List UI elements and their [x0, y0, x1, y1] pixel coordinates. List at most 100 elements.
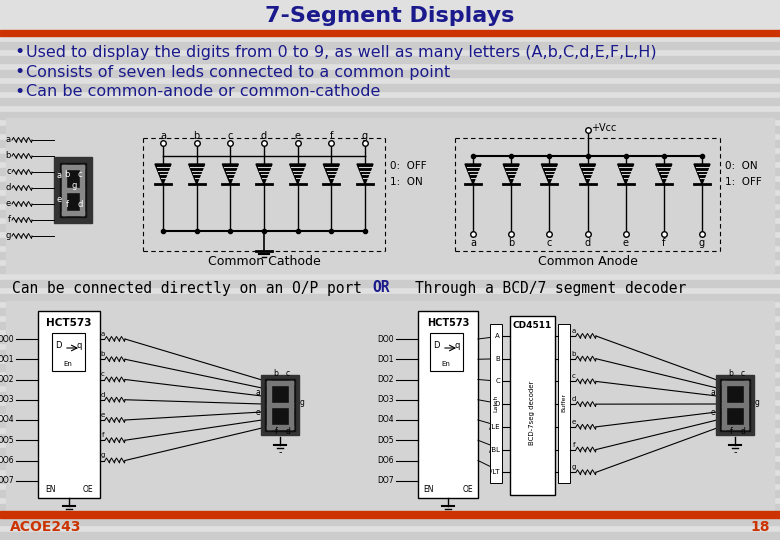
Bar [722, 403, 748, 407]
Text: 7-Segment Displays: 7-Segment Displays [265, 6, 515, 26]
Bar [0, 406, 780, 413]
Bar [0, 364, 780, 371]
Bar [0, 378, 780, 385]
Polygon shape [503, 164, 519, 184]
Bar [0, 490, 780, 497]
Polygon shape [465, 164, 481, 184]
Bar [267, 381, 271, 404]
Bar [267, 406, 271, 429]
Text: f: f [275, 427, 278, 436]
Text: -: - [67, 508, 71, 518]
Text: q: q [454, 341, 459, 350]
Bar [722, 381, 748, 385]
Text: g: g [71, 181, 76, 190]
Polygon shape [222, 164, 239, 184]
Polygon shape [289, 164, 306, 184]
Text: -: - [733, 447, 737, 457]
Bar [0, 266, 780, 273]
Text: DO7: DO7 [378, 476, 394, 485]
Text: B: B [495, 356, 500, 362]
Text: d: d [584, 238, 590, 248]
Bar [0, 140, 780, 147]
Text: a: a [56, 171, 62, 180]
Bar [62, 165, 66, 189]
Text: DO1: DO1 [378, 355, 394, 364]
Text: b: b [64, 170, 69, 179]
Text: g: g [572, 464, 576, 470]
Polygon shape [656, 164, 672, 184]
Text: f: f [66, 200, 69, 209]
Bar [716, 375, 754, 435]
Bar [0, 182, 780, 189]
Text: D: D [55, 341, 62, 350]
Text: g: g [699, 238, 705, 248]
Bar [0, 434, 780, 441]
Bar [62, 191, 66, 215]
Text: c: c [6, 167, 11, 177]
Polygon shape [324, 164, 339, 184]
Bar [0, 30, 780, 36]
Text: g: g [5, 232, 11, 240]
Text: e: e [295, 131, 300, 141]
Bar [0, 0, 780, 7]
Text: DO5: DO5 [378, 436, 394, 445]
Text: DO1: DO1 [0, 355, 14, 364]
Text: a: a [711, 388, 715, 397]
Text: DO3: DO3 [0, 395, 14, 404]
Text: /BL: /BL [489, 447, 500, 453]
Bar [0, 350, 780, 357]
Bar [0, 56, 780, 63]
Bar [261, 375, 299, 435]
Bar [558, 324, 570, 483]
Text: b: b [508, 238, 514, 248]
Text: c: c [572, 374, 576, 380]
Polygon shape [155, 164, 171, 184]
Bar [289, 381, 293, 404]
Bar [0, 28, 780, 35]
Text: Common Anode: Common Anode [537, 255, 637, 268]
Text: DO2: DO2 [0, 375, 14, 384]
Bar [0, 154, 780, 161]
Text: EN: EN [423, 485, 433, 495]
Bar [0, 98, 780, 105]
Bar [38, 311, 100, 498]
Text: +Vcc: +Vcc [591, 123, 617, 133]
Bar [0, 511, 780, 518]
Text: A: A [495, 333, 500, 339]
Text: D: D [495, 401, 500, 407]
Text: a: a [160, 131, 166, 141]
Text: DO2: DO2 [378, 375, 394, 384]
Bar [60, 163, 86, 217]
Bar [0, 308, 780, 315]
Bar [720, 379, 750, 431]
Text: c: c [228, 131, 233, 141]
Text: Latch: Latch [494, 394, 498, 411]
Text: OR: OR [372, 280, 389, 295]
Text: d: d [77, 200, 83, 209]
Bar [0, 420, 780, 427]
Text: d: d [285, 427, 290, 436]
Text: Can be common-anode or common-cathode: Can be common-anode or common-cathode [26, 84, 381, 99]
Text: d: d [5, 184, 11, 192]
Text: a: a [572, 328, 576, 334]
Bar [430, 333, 463, 371]
Bar [0, 126, 780, 133]
Text: En: En [63, 361, 73, 367]
Polygon shape [580, 164, 595, 184]
Bar [0, 112, 780, 119]
Bar [267, 403, 293, 407]
Polygon shape [357, 164, 373, 184]
Bar [722, 406, 726, 429]
Text: /LE: /LE [489, 424, 500, 430]
Text: Through a BCD/7 segment decoder: Through a BCD/7 segment decoder [415, 280, 686, 295]
Text: HCT573: HCT573 [46, 318, 92, 328]
Text: /LT: /LT [491, 469, 500, 475]
Text: -: - [278, 447, 282, 457]
Text: DO5: DO5 [0, 436, 14, 445]
Bar [722, 381, 726, 404]
Bar [0, 224, 780, 231]
Text: EN: EN [44, 485, 55, 495]
Text: •: • [14, 83, 24, 101]
Bar [0, 280, 780, 287]
Bar [510, 316, 555, 495]
